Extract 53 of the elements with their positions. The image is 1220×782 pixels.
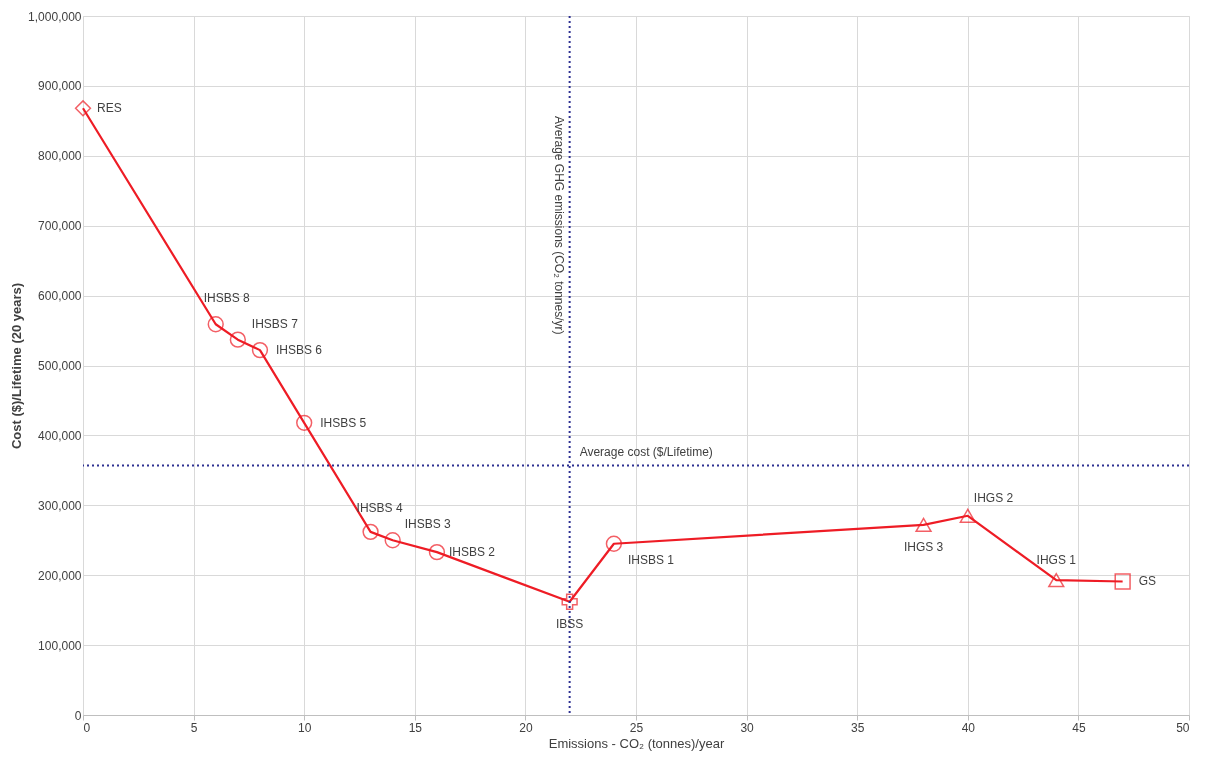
point — [428, 543, 446, 561]
point — [605, 535, 623, 552]
annotation: IHGS 3 — [903, 539, 944, 554]
annotation: GS — [1138, 574, 1156, 589]
point — [561, 593, 578, 610]
point — [915, 517, 932, 533]
y-tick-label: 800,000 — [38, 149, 82, 164]
point — [1048, 572, 1065, 588]
annotation: IHGS 1 — [1036, 553, 1077, 568]
x-tick-label: 15 — [408, 720, 423, 735]
point — [74, 100, 92, 117]
y-tick-label: 200,000 — [38, 568, 82, 583]
point — [384, 532, 401, 549]
annotation: IHSBS 3 — [404, 517, 452, 532]
ref-line-label: Average cost ($/Lifetime) — [579, 445, 713, 460]
x-tick-label: 40 — [961, 720, 976, 735]
y-axis-title: Cost ($)/Lifetime (20 years) — [9, 282, 25, 450]
annotation: IBSS — [555, 616, 584, 631]
annotation: IHSBS 6 — [275, 343, 323, 358]
y-tick-label: 900,000 — [38, 79, 82, 94]
y-tick-label: 300,000 — [38, 498, 82, 513]
x-tick-label: 35 — [851, 720, 865, 735]
point — [959, 508, 976, 523]
y-tick-label: 700,000 — [38, 219, 82, 234]
point — [251, 341, 269, 359]
annotation: IHSBS 8 — [203, 291, 251, 306]
x-tick-label: 10 — [298, 720, 312, 735]
x-tick-label: 25 — [629, 720, 644, 735]
y-tick-label: 400,000 — [38, 428, 82, 443]
x-tick-label: 30 — [740, 720, 755, 735]
annotation: IHSBS 2 — [448, 545, 496, 560]
point — [362, 523, 379, 541]
y-tick-label: 500,000 — [38, 359, 82, 373]
x-tick-label: 20 — [519, 720, 533, 735]
y-tick-label: 1,000,000 — [28, 9, 82, 24]
ref-line-label: Average GHG emissions (CO₂ tonnes/yr) — [551, 116, 566, 335]
x-tick-label: 50 — [1176, 720, 1190, 735]
annotation: RES — [97, 101, 122, 116]
point — [1114, 573, 1131, 590]
point — [296, 414, 313, 431]
point — [207, 316, 224, 333]
annotation: IHGS 2 — [973, 490, 1014, 505]
y-tick-label: 0 — [74, 708, 82, 723]
x-tick-label: 5 — [190, 720, 198, 735]
x-tick-label: 45 — [1072, 720, 1086, 735]
y-tick-label: 600,000 — [38, 289, 82, 304]
annotation: IHSBS 1 — [627, 552, 675, 567]
annotation: IHSBS 5 — [320, 415, 367, 430]
x-axis-title: Emissions - CO₂ (tonnes)/year — [548, 735, 725, 751]
annotation: IHSBS 7 — [251, 316, 299, 331]
point — [229, 331, 247, 348]
y-tick-label: 100,000 — [38, 638, 82, 653]
annotation: IHSBS 4 — [356, 500, 403, 515]
